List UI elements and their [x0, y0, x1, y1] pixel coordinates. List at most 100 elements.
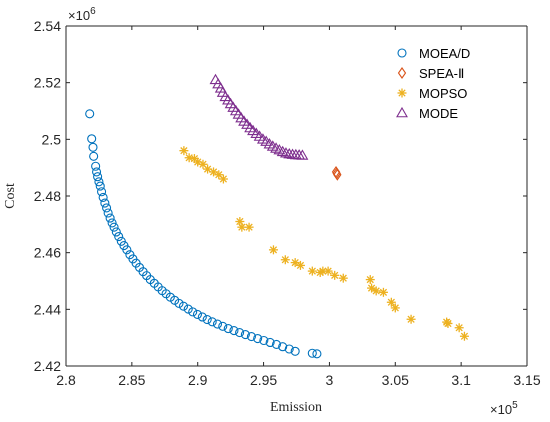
data-point	[367, 283, 377, 293]
data-point	[85, 109, 95, 119]
data-point	[105, 213, 115, 223]
data-point	[192, 309, 203, 319]
data-point	[265, 337, 275, 348]
data-point	[87, 134, 97, 144]
data-point	[273, 143, 286, 155]
y-tick-label: 2.52	[34, 75, 61, 91]
data-point	[268, 245, 278, 255]
data-point	[102, 203, 112, 213]
data-point	[218, 174, 228, 184]
data-point	[443, 319, 453, 328]
data-point	[103, 208, 113, 218]
legend-label: SPEA-Ⅱ	[419, 66, 464, 81]
data-point	[312, 349, 322, 359]
data-point	[92, 167, 102, 177]
y-tick-label: 2.48	[34, 188, 61, 204]
x-tick-label: 3.05	[382, 372, 409, 388]
legend-label: MOEA/D	[419, 46, 470, 61]
data-point	[207, 317, 217, 327]
series-spea-	[331, 165, 342, 181]
data-point	[94, 177, 104, 187]
plot-area	[66, 26, 527, 366]
data-point	[93, 172, 103, 182]
data-point	[271, 339, 282, 350]
data-point	[107, 218, 117, 228]
y-tick-label: 2.46	[34, 245, 61, 261]
data-point	[202, 314, 212, 325]
data-point	[174, 298, 184, 308]
data-point	[97, 187, 107, 197]
y-tick-label: 2.54	[34, 18, 61, 34]
data-point	[280, 147, 292, 158]
data-point	[218, 321, 228, 331]
data-point	[203, 164, 213, 174]
data-point	[290, 346, 300, 356]
data-point	[95, 181, 105, 191]
legend-item: MOPSO	[397, 86, 467, 101]
series-moea-d	[85, 109, 322, 359]
data-point	[98, 192, 108, 202]
data-point	[331, 165, 341, 178]
data-point	[91, 161, 101, 171]
y-multiplier: ×10	[68, 8, 90, 23]
data-point	[307, 266, 317, 276]
data-point	[188, 307, 198, 317]
data-point	[88, 142, 98, 152]
y-axis-title: Cost	[3, 183, 18, 209]
x-tick-label: 2.95	[250, 372, 277, 388]
data-point	[280, 255, 290, 265]
data-point	[284, 344, 294, 354]
data-point	[406, 314, 416, 324]
data-point	[378, 287, 388, 297]
data-point	[246, 331, 257, 342]
data-point	[278, 342, 288, 352]
x-tick-label: 2.85	[118, 372, 145, 388]
x-exponent-label: ×105	[490, 400, 518, 417]
x-multiplier: ×10	[490, 402, 512, 417]
x-tick-label: 2.9	[188, 372, 208, 388]
legend-item: MOEA/D	[397, 46, 470, 61]
x-tick-label: 2.8	[56, 372, 76, 388]
data-point	[333, 168, 342, 181]
legend-marker	[397, 48, 407, 58]
data-point	[323, 266, 333, 276]
data-point	[338, 273, 348, 283]
data-point	[240, 329, 250, 340]
x-exponent: 5	[512, 400, 518, 411]
y-tick-label: 2.44	[34, 301, 61, 317]
x-tick-label: 3	[326, 372, 334, 388]
data-point	[178, 301, 189, 311]
data-point	[122, 245, 132, 255]
data-point	[198, 159, 208, 169]
data-point	[197, 312, 207, 322]
y-ticks: 2.42 2.44 2.46 2.48 2.5 2.52 2.54	[34, 18, 527, 374]
data-point	[183, 304, 193, 314]
data-point	[114, 231, 124, 242]
data-point	[253, 333, 263, 344]
legend-item: SPEA-Ⅱ	[397, 66, 464, 81]
y-tick-label: 2.42	[34, 358, 61, 374]
series-mopso	[179, 146, 469, 341]
data-point	[295, 260, 305, 270]
x-ticks: 2.8 2.85 2.9 2.95 3 3.05 3.1 3.15	[56, 26, 541, 388]
data-point	[229, 326, 239, 336]
y-exponent-label: ×106	[68, 6, 96, 23]
data-point	[296, 149, 309, 160]
data-point	[223, 324, 233, 334]
x-tick-label: 3.15	[513, 372, 540, 388]
data-point	[276, 145, 289, 157]
legend-label: MODE	[419, 106, 458, 121]
x-tick-label: 3.1	[451, 372, 471, 388]
data-point	[111, 227, 121, 237]
legend-label: MOPSO	[419, 86, 467, 101]
data-point	[100, 198, 110, 208]
data-point	[290, 258, 300, 268]
data-point	[371, 286, 381, 296]
data-point	[386, 297, 396, 307]
legend-item: MODE	[396, 106, 458, 121]
y-tick-label: 2.5	[42, 131, 62, 147]
legend-marker	[397, 67, 407, 79]
legend-marker	[396, 106, 408, 118]
legend: MOEA/D SPEA-Ⅱ MOPSO MODE	[396, 46, 470, 121]
